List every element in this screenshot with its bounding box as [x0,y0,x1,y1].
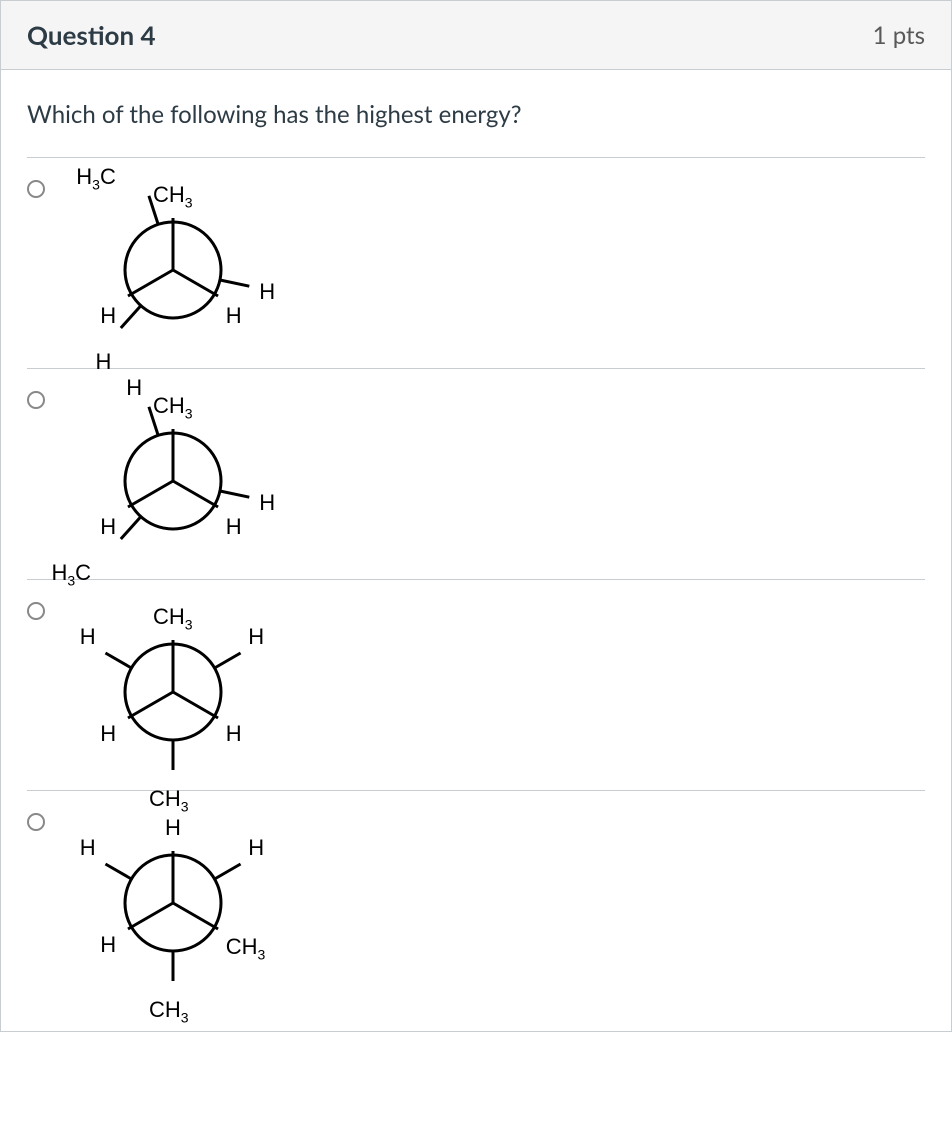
substituent-label: CH3 [226,936,266,958]
substituent-label: H [100,305,116,327]
question-body: Which of the following has the highest e… [1,70,951,1031]
substituent-label: H [259,492,275,514]
substituent-label: H [100,934,116,956]
question-card: Question 4 1 pts Which of the following … [0,0,952,1032]
question-points: 1 pts [873,21,925,50]
substituent-label: H3C [76,166,116,188]
question-header: Question 4 1 pts [1,1,951,70]
substituent-label: CH3 [153,606,193,628]
substituent-label: CH3 [153,184,193,206]
radio-option-3[interactable] [27,602,45,620]
substituent-label: H [226,723,242,745]
substituent-label: H [165,817,181,839]
newman-projection-1: CH3HHH3CHH [65,170,285,360]
substituent-label: CH3 [149,999,189,1021]
answer-option-4[interactable]: HCH3HHCH3H [27,790,925,1001]
substituent-label: H [80,837,96,859]
substituent-label: H [226,305,242,327]
substituent-label: H [126,377,142,399]
question-prompt: Which of the following has the highest e… [27,100,925,129]
substituent-label: H [100,516,116,538]
substituent-label: H [259,281,275,303]
question-title: Question 4 [27,19,156,51]
radio-option-1[interactable] [27,180,45,198]
substituent-label: H [248,837,264,859]
substituent-label: H3C [51,562,91,584]
newman-projection-4: HCH3HHCH3H [65,803,285,993]
substituent-label: H [226,516,242,538]
answer-option-2[interactable]: CH3HHHHH3C [27,368,925,579]
newman-projection-2: CH3HHHHH3C [65,381,285,571]
radio-option-2[interactable] [27,391,45,409]
substituent-label: H [95,351,111,373]
substituent-label: H [100,723,116,745]
substituent-label: H [248,626,264,648]
answer-options: CH3HHH3CHH CH3HHHHH3C CH3HHHCH3H HCH3HHC… [27,157,925,1001]
answer-option-1[interactable]: CH3HHH3CHH [27,157,925,368]
substituent-label: CH3 [153,395,193,417]
substituent-label: H [80,626,96,648]
answer-option-3[interactable]: CH3HHHCH3H [27,579,925,790]
radio-option-4[interactable] [27,813,45,831]
newman-projection-3: CH3HHHCH3H [65,592,285,782]
